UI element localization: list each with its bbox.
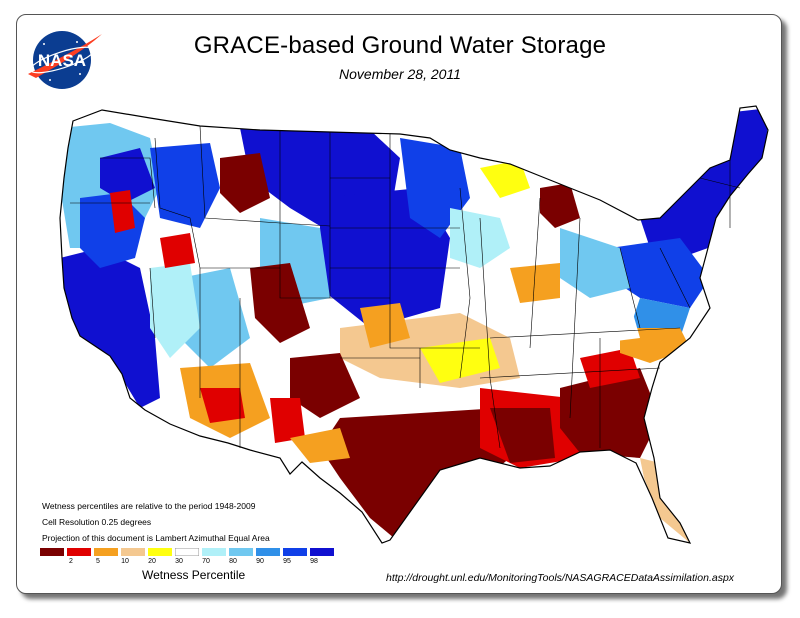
map-title: GRACE-based Ground Water Storage bbox=[193, 32, 607, 59]
map-date: November 28, 2011 bbox=[339, 66, 461, 82]
legend-tick: 80 bbox=[229, 558, 237, 565]
legend-swatch bbox=[256, 548, 280, 556]
legend-tick: 95 bbox=[283, 558, 291, 565]
legend-swatch bbox=[121, 548, 145, 556]
legend-tick: 5 bbox=[96, 558, 100, 565]
legend-swatch bbox=[283, 548, 307, 556]
us-groundwater-map bbox=[59, 105, 769, 544]
legend-swatch bbox=[94, 548, 118, 556]
legend-tick: 70 bbox=[202, 558, 210, 565]
legend-title: Wetness Percentile bbox=[142, 568, 246, 582]
svg-text:NASA: NASA bbox=[38, 51, 86, 70]
legend-tick: 10 bbox=[121, 558, 129, 565]
legend-tick: 2 bbox=[69, 558, 73, 565]
legend-swatch bbox=[229, 548, 253, 556]
legend-swatch bbox=[310, 548, 334, 556]
legend-swatch bbox=[67, 548, 91, 556]
legend-tick: 98 bbox=[310, 558, 318, 565]
legend-swatch bbox=[148, 548, 172, 556]
legend-swatch bbox=[175, 548, 199, 556]
legend-tick: 30 bbox=[175, 558, 183, 565]
legend-tick: 90 bbox=[256, 558, 264, 565]
source-url: http://drought.unl.edu/MonitoringTools/N… bbox=[386, 572, 735, 584]
legend-swatch bbox=[40, 548, 64, 556]
note-resolution: Cell Resolution 0.25 degrees bbox=[42, 517, 152, 527]
note-projection: Projection of this document is Lambert A… bbox=[42, 533, 270, 543]
nasa-logo-icon: NASA bbox=[28, 31, 102, 89]
legend-tick: 20 bbox=[148, 558, 156, 565]
legend-colorbar bbox=[40, 548, 342, 558]
note-period: Wetness percentiles are relative to the … bbox=[42, 501, 256, 511]
legend-swatch bbox=[202, 548, 226, 556]
map-notes: Wetness percentiles are relative to the … bbox=[42, 498, 270, 546]
